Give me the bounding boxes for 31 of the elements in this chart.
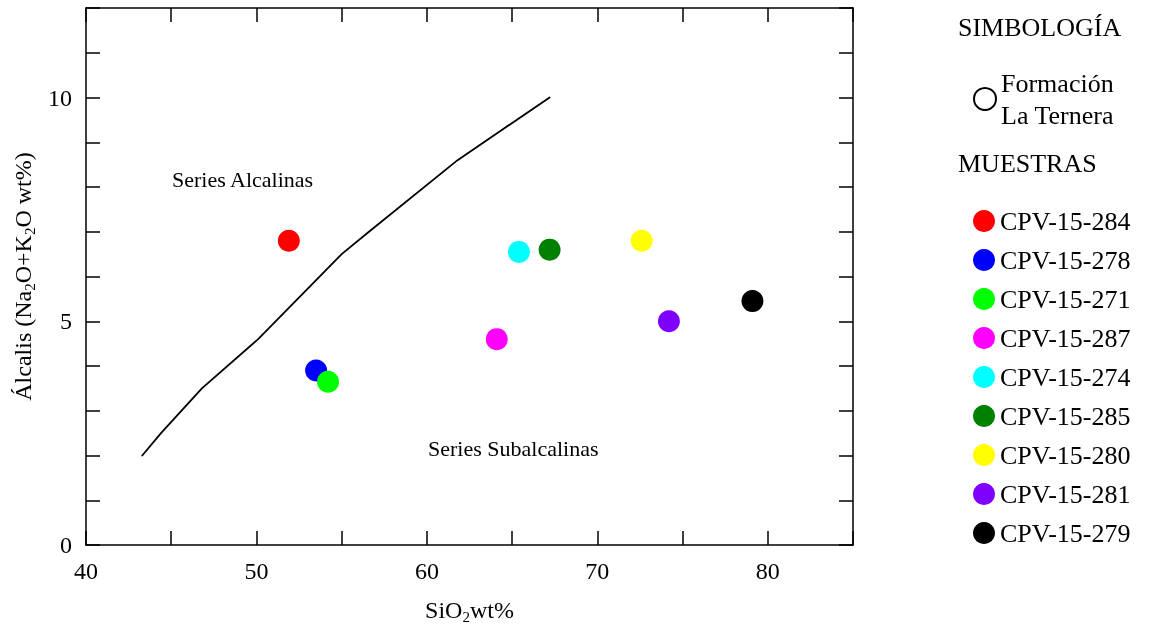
point bbox=[277, 229, 300, 252]
legend-label: CPV-15-281 bbox=[1000, 479, 1131, 509]
legend-label: CPV-15-278 bbox=[1000, 245, 1131, 275]
legend-label: CPV-15-271 bbox=[1000, 284, 1131, 314]
point bbox=[507, 240, 530, 263]
point bbox=[657, 310, 680, 333]
point bbox=[485, 328, 508, 351]
point bbox=[630, 229, 653, 252]
point bbox=[317, 370, 340, 393]
annotation: Series Alcalinas bbox=[172, 166, 314, 192]
y-tick-label: 10 bbox=[48, 84, 72, 111]
x-tick-label: 40 bbox=[74, 558, 98, 584]
legend-label: CPV-15-287 bbox=[1000, 323, 1131, 353]
legend-label: CPV-15-285 bbox=[1000, 401, 1131, 431]
legend-label: CPV-15-279 bbox=[1000, 518, 1131, 548]
point bbox=[538, 238, 561, 261]
x-tick-label: 70 bbox=[585, 558, 610, 584]
legend-title: SIMBOLOGÍA bbox=[958, 12, 1122, 42]
legend-label: CPV-15-280 bbox=[1000, 440, 1131, 470]
x-tick-label: 80 bbox=[755, 558, 780, 584]
legend-label: CPV-15-274 bbox=[1000, 362, 1131, 392]
text: MUESTRAS bbox=[958, 148, 1097, 178]
y-axis-title: Álcalis (Na2O+K2O wt%) bbox=[9, 152, 38, 401]
y-tick-label: 5 bbox=[60, 308, 72, 335]
annotation: Series Subalcalinas bbox=[428, 435, 599, 461]
legend-label: CPV-15-284 bbox=[1000, 206, 1131, 236]
x-tick-label: 50 bbox=[244, 558, 269, 584]
point bbox=[741, 290, 764, 313]
y-tick-label: 0 bbox=[60, 532, 72, 558]
x-tick-label: 60 bbox=[414, 558, 439, 584]
legend-label: Formación La Ternera bbox=[1001, 68, 1121, 130]
